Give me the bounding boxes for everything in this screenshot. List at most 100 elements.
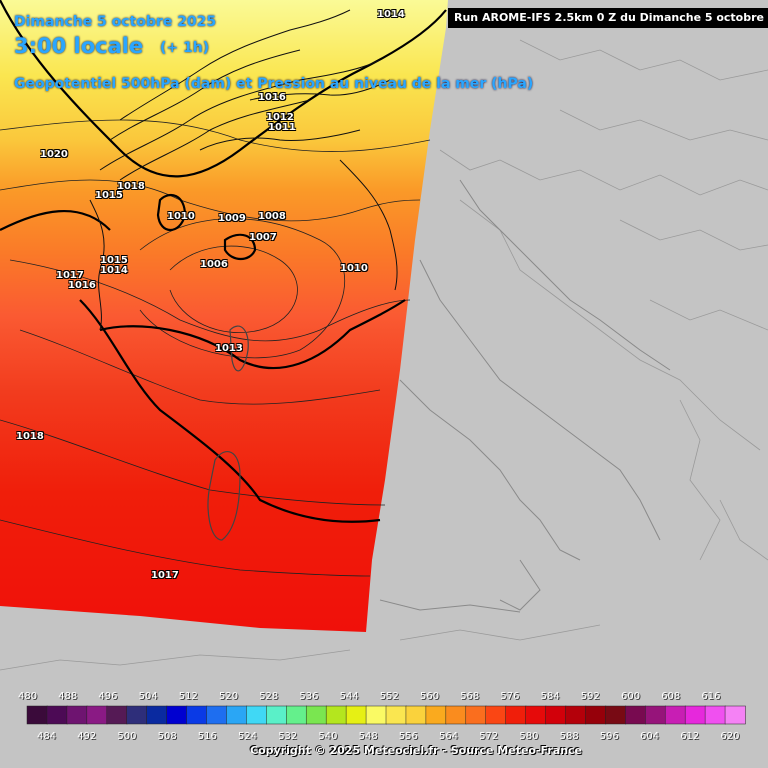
legend-label-top: 512 xyxy=(178,691,198,702)
legend-swatch xyxy=(226,705,248,725)
legend-swatch xyxy=(465,705,487,725)
legend-label-bottom: 516 xyxy=(197,731,217,742)
legend-swatch xyxy=(525,705,547,725)
legend-swatch xyxy=(66,705,88,725)
legend-label-bottom: 508 xyxy=(157,731,177,742)
pressure-label: 1009 xyxy=(218,213,246,224)
legend-label-bottom: 556 xyxy=(398,731,418,742)
legend-label-top: 496 xyxy=(98,691,118,702)
pressure-label: 1016 xyxy=(68,280,96,291)
legend-swatch xyxy=(325,705,347,725)
legend-label-bottom: 580 xyxy=(519,731,539,742)
parameter-title: Geopotentiel 500hPa (dam) et Pression au… xyxy=(14,76,534,92)
pressure-label: 1020 xyxy=(40,149,68,160)
pressure-label: 1016 xyxy=(258,92,286,103)
legend-label-bottom: 612 xyxy=(680,731,700,742)
legend-label-bottom: 564 xyxy=(439,731,459,742)
legend-swatch xyxy=(445,705,467,725)
legend-label-bottom: 596 xyxy=(599,731,619,742)
legend-label-bottom: 492 xyxy=(77,731,97,742)
legend-label-top: 592 xyxy=(580,691,600,702)
pressure-label: 1015 xyxy=(95,190,123,201)
pressure-label: 1010 xyxy=(167,211,195,222)
legend-swatch xyxy=(565,705,587,725)
legend-color-bar xyxy=(26,705,746,725)
pressure-label: 1017 xyxy=(56,270,84,281)
legend-label-bottom: 572 xyxy=(479,731,499,742)
legend-swatch xyxy=(405,705,427,725)
legend-swatch xyxy=(645,705,666,725)
legend-swatch xyxy=(545,705,567,725)
legend-label-bottom: 620 xyxy=(720,731,740,742)
alps-relief-contours xyxy=(89,9,398,331)
legend-label-bottom: 524 xyxy=(238,731,258,742)
legend-swatch xyxy=(166,705,188,725)
legend-swatch xyxy=(585,705,607,725)
legend-swatch xyxy=(704,705,726,725)
legend-swatch xyxy=(625,705,647,725)
pressure-label: 1013 xyxy=(215,343,243,354)
legend-label-top: 488 xyxy=(58,691,78,702)
legend-swatch xyxy=(664,705,686,725)
pressure-label: 1015 xyxy=(100,255,128,266)
legend-swatch xyxy=(724,705,746,725)
isobar-lines xyxy=(0,119,431,577)
legend-swatch xyxy=(206,705,228,725)
legend-label-top: 544 xyxy=(339,691,359,702)
legend-swatch xyxy=(505,705,527,725)
legend-label-top: 480 xyxy=(18,691,38,702)
geopotential-field xyxy=(0,0,448,632)
legend-swatch xyxy=(106,705,128,725)
legend-swatch xyxy=(126,705,148,725)
legend-swatch xyxy=(46,705,68,725)
legend-label-top: 560 xyxy=(420,691,440,702)
pressure-label: 1014 xyxy=(100,265,128,276)
legend-label-top: 552 xyxy=(379,691,399,702)
island-outlines xyxy=(207,325,249,541)
copyright: Copyright © 2025 Meteociel.fr - Source M… xyxy=(250,744,583,757)
legend-swatch xyxy=(605,705,627,725)
legend-label-bottom: 500 xyxy=(117,731,137,742)
legend-swatch xyxy=(485,705,507,725)
legend-swatch xyxy=(246,705,268,725)
legend-swatch xyxy=(305,705,327,725)
forecast-date: Dimanche 5 octobre 2025 xyxy=(14,14,217,30)
pressure-label: 1011 xyxy=(268,122,296,133)
pressure-label: 1014 xyxy=(377,9,405,20)
legend-label-top: 608 xyxy=(661,691,681,702)
legend-swatch xyxy=(286,705,307,725)
legend-swatch xyxy=(266,705,288,725)
legend-swatch xyxy=(365,705,387,725)
legend-label-top: 600 xyxy=(621,691,641,702)
legend-swatch xyxy=(385,705,407,725)
pressure-label: 1017 xyxy=(151,570,179,581)
legend-label-bottom: 548 xyxy=(358,731,378,742)
forecast-time: 3:00 locale xyxy=(14,34,144,58)
run-info: Run AROME-IFS 2.5km 0 Z du Dimanche 5 oc… xyxy=(454,11,768,24)
legend-swatch xyxy=(86,705,108,725)
legend-label-bottom: 588 xyxy=(559,731,579,742)
pressure-label: 1018 xyxy=(117,181,145,192)
legend-label-bottom: 540 xyxy=(318,731,338,742)
legend-swatch xyxy=(345,705,367,725)
pressure-label: 1012 xyxy=(266,112,294,123)
legend-label-top: 504 xyxy=(138,691,158,702)
legend-swatch xyxy=(186,705,208,725)
country-borders xyxy=(0,39,768,671)
legend-label-top: 528 xyxy=(259,691,279,702)
legend-label-top: 520 xyxy=(219,691,239,702)
legend-label-top: 576 xyxy=(500,691,520,702)
run-info-box xyxy=(448,8,768,28)
pressure-label: 1006 xyxy=(200,259,228,270)
legend-label-bottom: 484 xyxy=(37,731,57,742)
legend-label-top: 584 xyxy=(540,691,560,702)
legend-swatch xyxy=(684,705,706,725)
legend-label-top: 568 xyxy=(460,691,480,702)
legend-swatch xyxy=(26,705,48,725)
legend-label-bottom: 532 xyxy=(278,731,298,742)
legend-swatch xyxy=(146,705,168,725)
coastlines xyxy=(379,179,671,613)
legend-swatch xyxy=(425,705,447,725)
